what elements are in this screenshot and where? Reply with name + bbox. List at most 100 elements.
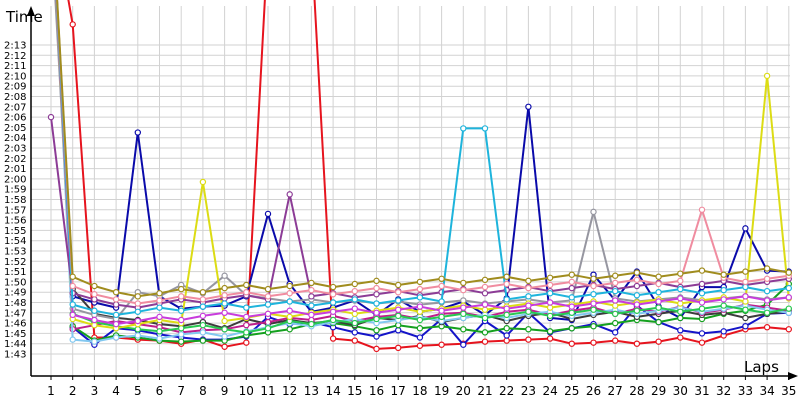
y-tick-label: 1:53 bbox=[4, 247, 26, 258]
data-point bbox=[351, 337, 358, 344]
x-tick-label: 18 bbox=[412, 384, 427, 398]
data-point bbox=[264, 210, 272, 218]
data-point bbox=[177, 325, 185, 332]
data-point bbox=[286, 191, 293, 198]
data-point bbox=[221, 333, 228, 340]
data-point bbox=[503, 296, 510, 303]
data-point bbox=[264, 325, 272, 332]
data-point bbox=[329, 316, 337, 324]
data-point bbox=[221, 317, 228, 325]
data-point bbox=[47, 113, 55, 121]
y-tick-label: 1:47 bbox=[4, 308, 26, 319]
data-point bbox=[264, 293, 272, 300]
data-point bbox=[698, 339, 706, 346]
data-point bbox=[351, 305, 358, 312]
x-axis-title: Laps bbox=[744, 358, 779, 376]
data-point bbox=[763, 309, 771, 316]
data-point bbox=[590, 275, 597, 283]
y-tick-label: 2:01 bbox=[4, 164, 26, 175]
data-point bbox=[416, 303, 424, 310]
data-point bbox=[329, 335, 337, 342]
data-point bbox=[568, 309, 576, 316]
data-point bbox=[546, 281, 554, 289]
data-point bbox=[503, 332, 510, 339]
data-point bbox=[438, 341, 445, 348]
x-tick-label: 5 bbox=[134, 384, 142, 398]
data-point bbox=[785, 326, 793, 333]
data-point bbox=[308, 320, 315, 328]
y-tick-label: 1:48 bbox=[4, 298, 26, 309]
data-point bbox=[481, 301, 489, 308]
data-point bbox=[243, 304, 250, 311]
data-point bbox=[503, 337, 510, 344]
data-point bbox=[243, 289, 250, 296]
data-point bbox=[134, 129, 141, 136]
data-point bbox=[264, 310, 272, 318]
x-tick-label: 10 bbox=[239, 384, 254, 398]
data-point bbox=[199, 296, 207, 303]
data-point bbox=[308, 302, 315, 309]
data-point bbox=[633, 301, 641, 308]
data-point bbox=[199, 321, 207, 329]
data-point bbox=[763, 275, 771, 283]
x-tick-labels: 1 2 3 4 5 6 7 8 9 10 11 12 13 14 15 16 17 18 19 20 21 22 23 24 2… bbox=[47, 384, 796, 398]
data-point bbox=[416, 294, 424, 301]
data-point bbox=[156, 335, 163, 342]
y-tick-label: 2:09 bbox=[4, 82, 26, 93]
data-point bbox=[698, 299, 706, 306]
data-point bbox=[177, 307, 185, 314]
data-point bbox=[221, 309, 228, 316]
data-point bbox=[243, 339, 250, 346]
data-point bbox=[785, 305, 793, 312]
data-point bbox=[460, 125, 467, 132]
data-point bbox=[373, 309, 380, 316]
series-group bbox=[47, 0, 793, 353]
data-point bbox=[633, 282, 641, 290]
data-point bbox=[525, 308, 532, 315]
data-point bbox=[395, 312, 402, 320]
data-point bbox=[763, 297, 771, 304]
data-point bbox=[134, 300, 141, 307]
data-point bbox=[221, 343, 228, 350]
data-point bbox=[720, 296, 727, 303]
data-point bbox=[91, 307, 98, 314]
data-point bbox=[568, 340, 576, 347]
y-tick-label: 1:55 bbox=[4, 226, 26, 237]
data-point bbox=[677, 327, 684, 334]
data-point bbox=[69, 273, 76, 280]
y-tick-label: 1:43 bbox=[4, 350, 26, 361]
data-point bbox=[525, 326, 532, 333]
data-point bbox=[481, 290, 489, 297]
data-point bbox=[525, 277, 532, 285]
y-tick-label: 2:08 bbox=[4, 92, 26, 103]
data-point bbox=[308, 286, 315, 294]
data-point bbox=[655, 289, 662, 296]
data-point bbox=[286, 290, 293, 297]
x-tick-label: 6 bbox=[156, 384, 164, 398]
y-tick-label: 2:06 bbox=[4, 113, 26, 124]
y-tick-label: 2:11 bbox=[4, 61, 26, 72]
data-point bbox=[416, 342, 424, 349]
data-point bbox=[329, 299, 337, 306]
x-tick-label: 11 bbox=[260, 384, 275, 398]
x-tick-label: 1 bbox=[47, 384, 55, 398]
data-point bbox=[91, 338, 98, 345]
data-point bbox=[460, 341, 467, 348]
x-tick-label: 32 bbox=[716, 384, 731, 398]
data-point bbox=[590, 208, 597, 216]
y-tick-label: 2:00 bbox=[4, 174, 26, 185]
data-point bbox=[264, 318, 272, 326]
data-point bbox=[373, 327, 380, 334]
data-point bbox=[438, 307, 445, 314]
data-point bbox=[460, 286, 467, 294]
data-point bbox=[69, 282, 76, 290]
data-point bbox=[612, 287, 619, 295]
data-point bbox=[112, 301, 120, 308]
data-point bbox=[351, 296, 358, 303]
data-point bbox=[677, 277, 684, 285]
data-point bbox=[438, 313, 445, 321]
y-tick-label: 2:12 bbox=[4, 51, 26, 62]
data-point bbox=[677, 334, 684, 341]
data-point bbox=[416, 316, 424, 324]
data-point bbox=[460, 310, 467, 318]
